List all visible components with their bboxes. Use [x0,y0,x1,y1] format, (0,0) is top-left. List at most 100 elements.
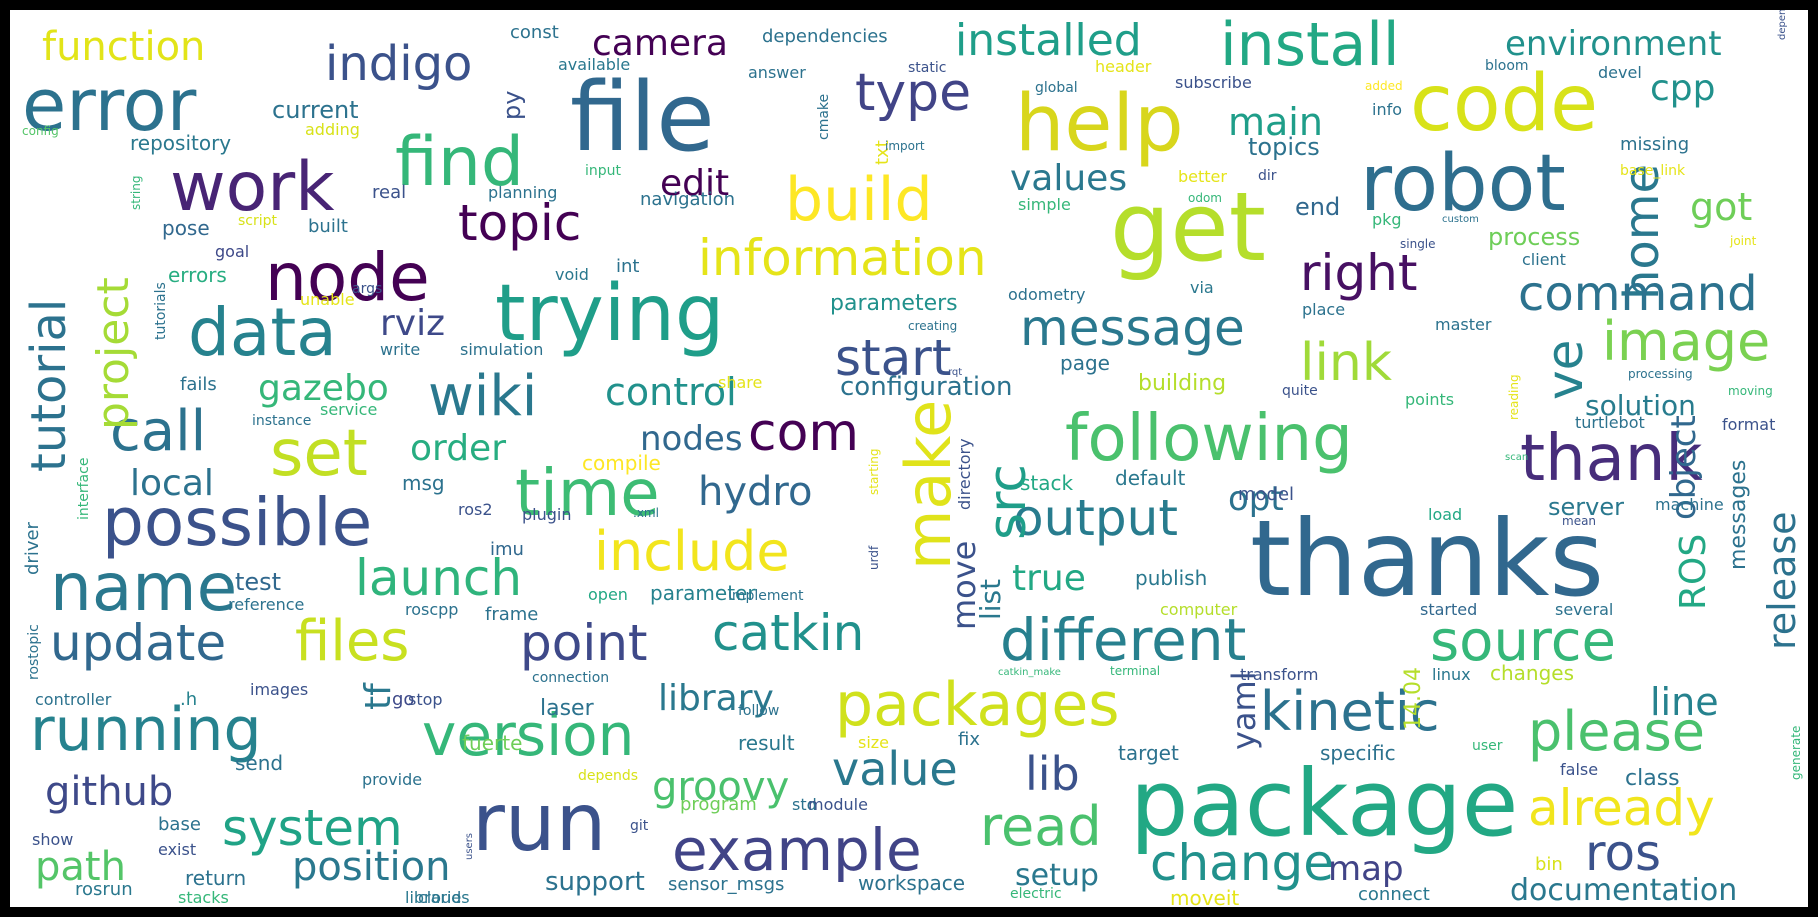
word-computer: computer [1160,600,1238,619]
word-base: base [158,814,201,835]
word-txt: txt [872,140,893,165]
word-cloud-canvas: thanks package get file code help robot trying e… [21,10,1804,907]
word-devel: devel [1598,63,1642,82]
word-library: library [658,678,774,719]
word-home: home [1614,164,1670,300]
word-fix: fix [958,729,980,750]
word-code: code [1410,59,1598,149]
word-msg: msg [402,471,445,495]
word-machine: machine [1655,495,1724,514]
word-solution: solution [1585,389,1696,422]
word-stack: stack [1020,471,1074,495]
word-better: better [1178,167,1227,186]
word-setup: setup [1015,858,1099,893]
word-images: images [250,680,308,699]
word-follow: follow [738,703,779,719]
word-running: running [30,695,262,765]
word-run: run [472,776,606,869]
word-update: update [50,614,226,672]
word-release: release [1760,511,1804,650]
word-errors: errors [168,263,227,287]
word-name: name [50,549,237,626]
word-support: support [545,867,645,897]
word-topic: topic [458,194,581,252]
word-added: added [1365,79,1403,93]
word-built: built [308,216,348,237]
word-indigo: indigo [325,36,472,92]
word-14-04: 14.04 [1401,667,1426,730]
word-target: target [1118,741,1179,765]
word-answer: answer [748,63,806,82]
word-link: link [1300,333,1392,393]
word-points: points [1405,390,1454,409]
word-make: make [892,400,965,570]
word-error: error [22,63,197,147]
word-specific: specific [1320,741,1396,765]
word-sensor_msgs: sensor_msgs [668,874,784,895]
word-script: script [238,213,278,229]
word-tutorial: tutorial [21,299,77,472]
word-single: single [1400,237,1436,251]
word-args: args [352,281,382,297]
word-launch: launch [355,549,522,607]
word-find: find [395,123,524,202]
word-rqt: rqt [948,367,962,378]
word-groovy: groovy [652,764,789,810]
word-missing: missing [1620,134,1689,155]
word-mean: mean [1562,514,1596,528]
word-install: install [1220,10,1400,80]
word-global: global [1035,80,1078,96]
word-robot: robot [1360,139,1566,229]
word-driver: driver [22,521,43,575]
word-nodes: nodes [640,419,743,459]
word-main: main [1228,100,1323,144]
word-controller: controller [35,690,112,709]
word-import: import [885,139,925,153]
word-building: building [1138,371,1226,396]
word-directory: directory [955,438,974,510]
word-node: node [265,239,430,316]
word-catkin: catkin [712,604,864,662]
word-stacks: stacks [178,888,229,907]
word-config: config [22,124,59,138]
word-fuerte: fuerte [462,731,522,755]
word-hydro: hydro [698,469,812,515]
word-go: go [392,689,414,710]
word-messages: messages [1726,460,1751,570]
word-service: service [320,400,377,419]
word-environment: environment [1505,24,1722,64]
word-frame: frame [485,604,538,625]
word-ros2: ros2 [458,500,493,519]
word-terminal: terminal [1110,664,1160,678]
word-place: place [1302,300,1345,319]
word-model: model [1238,484,1294,505]
word-please: please [1528,700,1705,763]
word-start: start [835,329,951,387]
word-com: com [748,403,859,463]
word-current: current [272,96,359,124]
word-module: module [808,795,868,814]
word-pose: pose [162,216,210,240]
word-packages: packages [835,670,1120,740]
word-right: right [1300,244,1417,302]
word-fails: fails [180,374,217,395]
word-different: different [1000,606,1246,674]
word-connection: connection [532,670,609,686]
word-local: local [130,463,214,504]
word-changes: changes [1490,661,1574,685]
word-project: project [88,277,139,430]
word-rosrun: rosrun [75,879,133,900]
word-lib: lib [1025,747,1080,801]
word-provide: provide [362,770,422,789]
word-page: page [1060,351,1110,375]
word-odom: odom [1188,191,1222,205]
word-configuration: configuration [840,372,1012,402]
word-exist: exist [158,840,196,859]
word-function: function [42,24,205,70]
word-end: end [1295,193,1340,221]
word-urdf: urdf [867,545,881,570]
word-value: value [832,742,958,796]
word-simple: simple [1018,195,1071,214]
word-unable: unable [300,290,355,309]
word-interface: interface [76,458,92,520]
